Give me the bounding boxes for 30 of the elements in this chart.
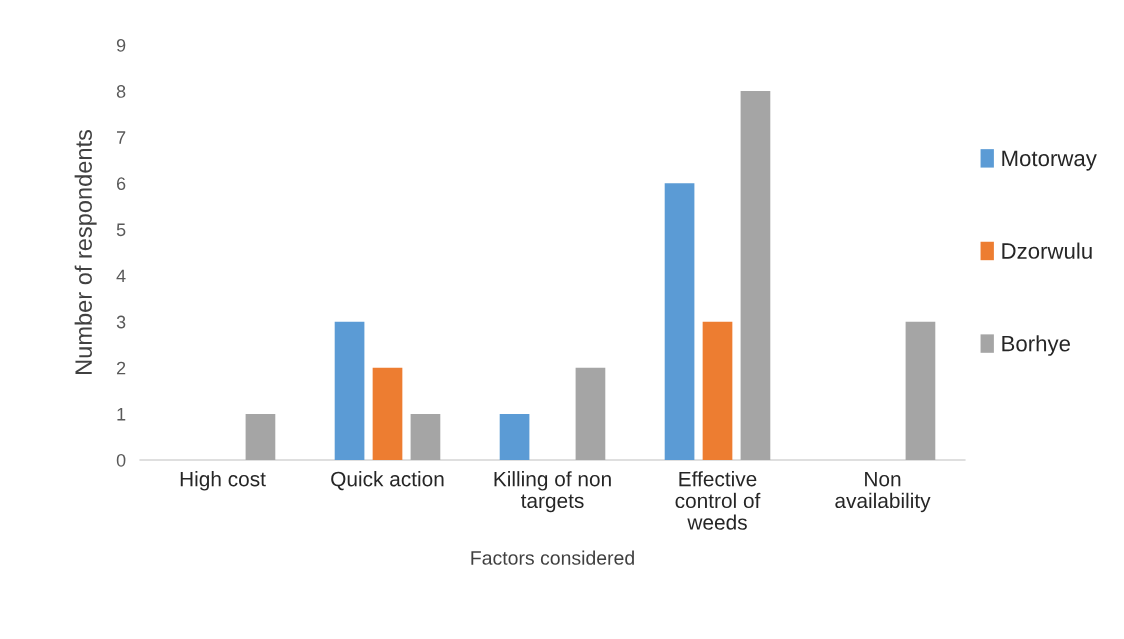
x-tick-label: High cost <box>180 471 266 491</box>
bar <box>575 367 606 460</box>
x-tick-label: Killing of non targets <box>494 471 611 513</box>
x-tick-label: Quick action <box>331 471 444 491</box>
y-tick-label: 4 <box>116 269 126 283</box>
bar <box>905 321 936 460</box>
bar <box>664 183 695 460</box>
y-tick-label: 5 <box>116 223 126 237</box>
bar <box>702 321 733 460</box>
y-tick-label: 6 <box>116 177 126 191</box>
y-tick-label: 0 <box>116 453 126 467</box>
x-tick-label: Non availability <box>835 471 931 513</box>
y-tick-label: 7 <box>117 131 126 144</box>
x-axis-title: Factors considered <box>471 550 634 565</box>
y-tick-label: 3 <box>116 315 126 329</box>
legend-label: Dzorwulu <box>1002 242 1092 259</box>
bar <box>410 413 441 460</box>
y-tick-label: 1 <box>117 408 126 421</box>
bar <box>334 321 365 460</box>
bar <box>372 367 403 460</box>
legend-label: Motorway <box>1002 150 1097 171</box>
y-tick-label: 9 <box>116 38 126 52</box>
y-tick-label: 2 <box>116 361 126 375</box>
x-tick-label: Effective control of weeds <box>675 471 761 530</box>
y-axis-title: Number of respondents <box>74 129 97 374</box>
legend-label: Borhye <box>1002 335 1070 356</box>
y-tick-label: 8 <box>116 85 126 98</box>
bar <box>740 91 771 460</box>
bar <box>245 413 276 460</box>
bar <box>499 413 530 460</box>
